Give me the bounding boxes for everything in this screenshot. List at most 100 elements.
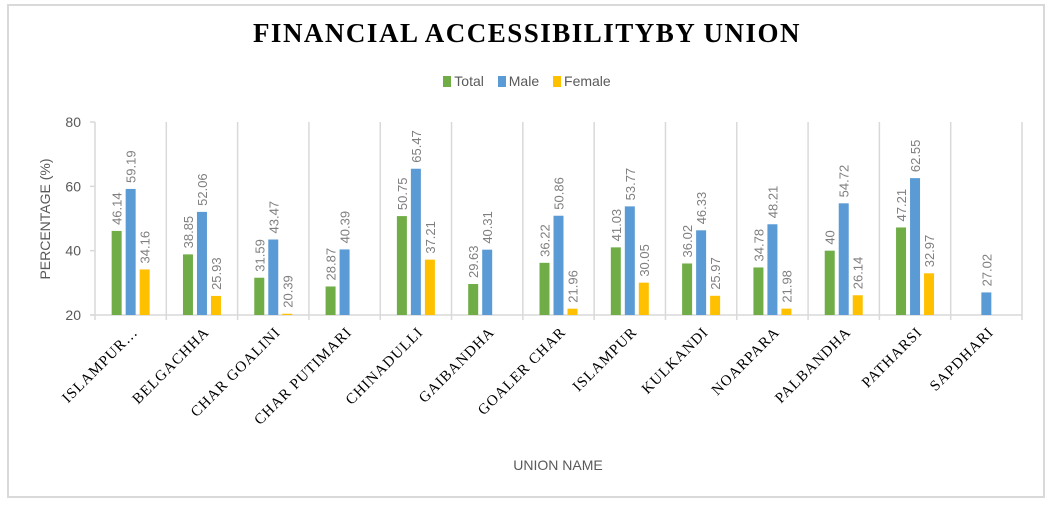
bar-total	[468, 284, 479, 315]
x-tick-label: BELGACHHA	[130, 325, 213, 408]
legend-swatch-female	[553, 75, 562, 87]
data-label-male: 65.47	[409, 130, 424, 163]
legend-label-male: Male	[508, 73, 540, 89]
bar-total	[824, 250, 835, 315]
legend-item-total: Total	[443, 73, 484, 89]
data-label-male: 27.02	[979, 254, 994, 287]
bar-female	[139, 269, 150, 315]
x-tick-label: NOARPARA	[709, 325, 783, 399]
data-label-male: 59.19	[124, 150, 139, 183]
x-tick-label: CHINADULLI	[343, 325, 427, 409]
y-tick-label: 60	[65, 178, 81, 194]
x-tick-label: SAPDHARI	[927, 325, 997, 395]
data-label-total: 34.78	[751, 229, 766, 262]
legend: Total Male Female	[0, 73, 1054, 90]
data-label-total: 41.03	[609, 209, 624, 242]
data-label-total: 36.02	[680, 225, 695, 258]
bar-female	[852, 295, 863, 315]
data-label-total: 50.75	[395, 178, 410, 211]
data-label-male: 46.33	[694, 192, 709, 225]
data-label-male: 54.72	[837, 165, 852, 198]
data-label-female: 25.93	[209, 257, 224, 290]
bar-total	[753, 267, 764, 315]
bar-female	[424, 259, 435, 315]
bar-total	[182, 254, 193, 315]
x-tick-label: KULKANDI	[639, 325, 712, 398]
legend-label-female: Female	[564, 73, 611, 89]
legend-swatch-male	[497, 75, 506, 87]
data-label-female: 34.16	[138, 231, 153, 264]
bar-total	[682, 263, 693, 315]
x-tick-label: ISLAMPUR…	[60, 325, 142, 407]
bar-female	[282, 313, 293, 315]
data-label-male: 52.06	[195, 173, 210, 206]
data-label-total: 46.14	[110, 192, 125, 225]
data-label-female: 20.39	[280, 275, 295, 308]
data-label-female: 32.97	[922, 235, 937, 268]
y-axis-title: PERCENTAGE (%)	[37, 158, 53, 279]
y-tick-label: 20	[65, 307, 81, 323]
bar-male	[696, 230, 707, 315]
bar-female	[710, 295, 721, 315]
legend-label-total: Total	[454, 73, 484, 89]
y-tick-label: 80	[65, 114, 81, 130]
bar-total	[610, 247, 621, 315]
x-tick-label: PATHARSI	[859, 325, 926, 392]
data-label-total: 31.59	[252, 239, 267, 272]
bar-female	[924, 273, 935, 315]
bar-total	[539, 262, 550, 315]
data-label-male: 62.55	[908, 140, 923, 173]
bar-male	[624, 206, 635, 315]
bar-total	[896, 227, 907, 315]
data-label-female: 25.97	[708, 257, 723, 290]
data-label-male: 43.47	[266, 201, 281, 234]
data-label-total: 47.21	[894, 189, 909, 222]
bar-male	[482, 249, 493, 315]
bar-total	[254, 277, 265, 315]
bar-male	[767, 224, 778, 315]
data-labels: 46.14 59.19 34.16 38.85 52.06 25.93 31.59 43.47…	[110, 130, 995, 308]
x-tick-label: GAIBANDHA	[416, 325, 498, 407]
data-label-female: 21.96	[566, 270, 581, 303]
data-label-total: 36.22	[538, 224, 553, 257]
bar-total	[111, 230, 122, 315]
x-tick-label: PALBANDHA	[772, 325, 854, 407]
legend-item-male: Male	[497, 73, 540, 89]
data-label-male: 48.21	[765, 186, 780, 219]
x-axis-title: UNION NAME	[513, 457, 602, 473]
y-tick-label: 40	[65, 243, 81, 259]
data-label-male: 40.39	[338, 211, 353, 244]
bar-male	[339, 249, 350, 315]
data-label-total: 28.87	[324, 248, 339, 281]
bars	[111, 168, 992, 315]
data-label-total: 29.63	[466, 245, 481, 278]
bar-female	[210, 295, 221, 315]
data-label-female: 30.05	[637, 244, 652, 277]
data-label-female: 37.21	[423, 221, 438, 254]
data-label-male: 50.86	[552, 177, 567, 210]
data-label-female: 21.98	[779, 270, 794, 303]
bar-total	[325, 286, 336, 315]
data-label-male: 40.31	[480, 211, 495, 244]
bar-male	[838, 203, 849, 315]
legend-swatch-total	[443, 75, 452, 87]
data-label-male: 53.77	[623, 168, 638, 201]
chart-frame	[7, 4, 1045, 498]
bar-total	[396, 216, 407, 315]
bar-female	[781, 308, 792, 315]
legend-item-female: Female	[553, 73, 611, 89]
bar-male	[553, 215, 564, 315]
data-label-total: 38.85	[181, 216, 196, 249]
bar-male	[196, 211, 207, 315]
gridlines	[165, 122, 1023, 320]
bar-male	[981, 292, 992, 315]
bar-female	[567, 308, 578, 315]
bar-male	[268, 239, 279, 315]
bar-female	[638, 282, 649, 315]
chart-title: FINANCIAL ACCESSIBILITYBY UNION	[252, 18, 802, 48]
bar-male	[410, 168, 421, 315]
data-label-female: 26.14	[851, 257, 866, 290]
bar-male	[910, 178, 921, 315]
data-label-total: 40	[823, 230, 838, 244]
